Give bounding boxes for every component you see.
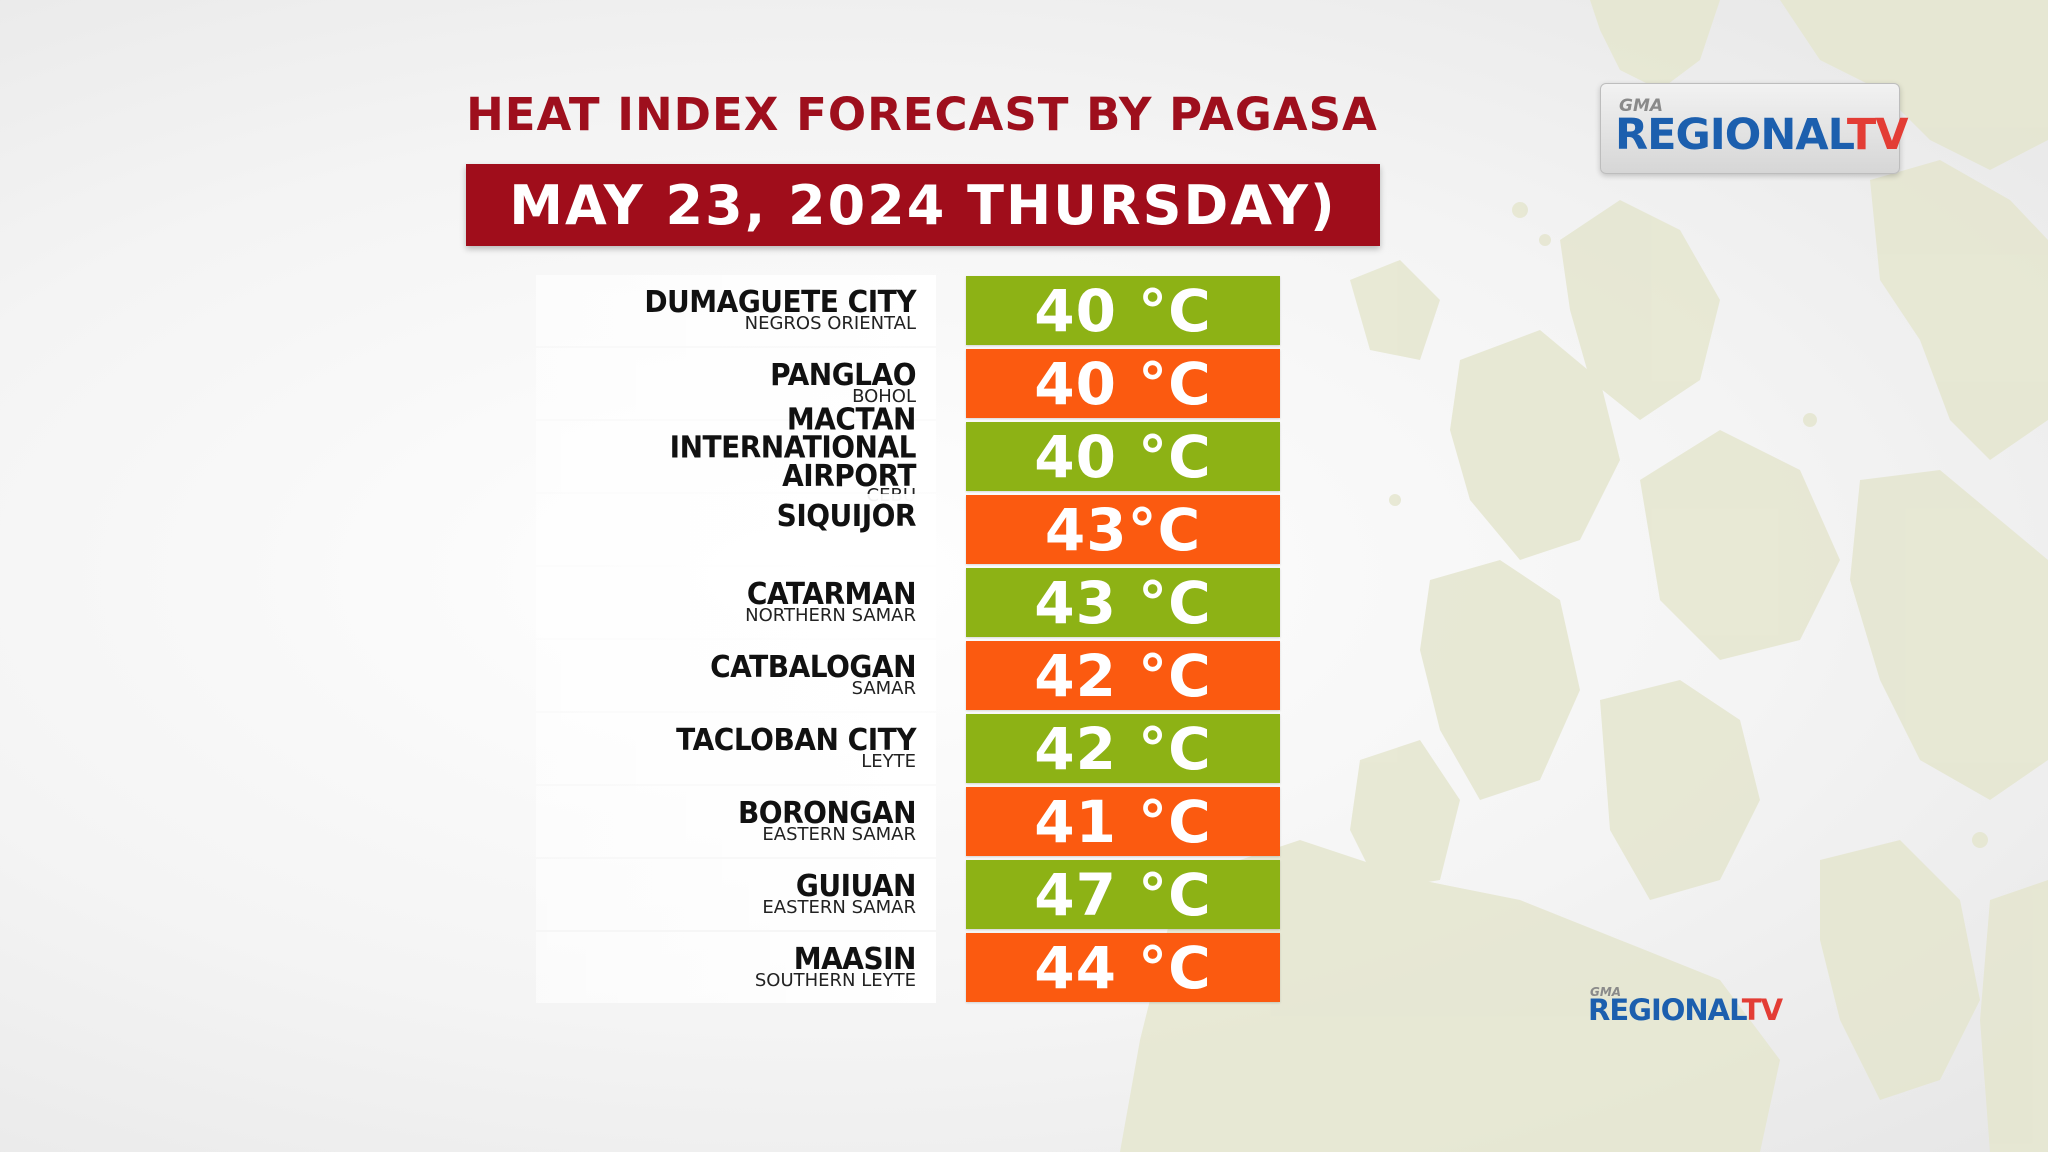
heat-index-value: 43 °C [966, 568, 1280, 637]
table-row: TACLOBAN CITY LEYTE 42 °C [536, 713, 1280, 784]
table-row: CATARMAN NORTHERN SAMAR 43 °C [536, 567, 1280, 638]
gma-regional-tv-watermark: GMA REGIONALTV [1588, 985, 1788, 1035]
brand-tv: TV [1846, 110, 1909, 160]
location-cell: CATARMAN NORTHERN SAMAR [536, 567, 936, 638]
location-name: GUIUAN [795, 867, 917, 904]
table-row: BORONGAN EASTERN SAMAR 41 °C [536, 786, 1280, 857]
province-name: SAMAR [851, 678, 916, 699]
location-cell: MAASIN SOUTHERN LEYTE [536, 932, 936, 1003]
brand-main: REGIONAL [1588, 993, 1743, 1027]
brand-main: REGIONAL [1615, 110, 1848, 160]
heat-index-value: 40 °C [966, 422, 1280, 491]
location-name: PANGLAO [770, 356, 916, 393]
location-cell: GUIUAN EASTERN SAMAR [536, 859, 936, 930]
heat-index-value: 43°C [966, 495, 1280, 564]
table-row: SIQUIJOR 43°C [536, 494, 1280, 565]
location-name: BORONGAN [737, 794, 917, 831]
location-name: TACLOBAN CITY [676, 721, 916, 758]
location-name: CATARMAN [746, 575, 917, 612]
table-row: PANGLAO BOHOL 40 °C [536, 348, 1280, 419]
brand-tv: TV [1741, 993, 1783, 1027]
table-row: CATBALOGAN SAMAR 42 °C [536, 640, 1280, 711]
location-name: DUMAGUETE CITY [644, 283, 916, 320]
province-name: BOHOL [852, 386, 916, 407]
location-cell: TACLOBAN CITY LEYTE [536, 713, 936, 784]
gma-label: GMA [1590, 985, 1622, 999]
province-name: EASTERN SAMAR [762, 824, 916, 845]
location-name: CATBALOGAN [710, 648, 916, 685]
brand-label: REGIONALTV [1588, 993, 1783, 1027]
gma-label: GMA [1619, 96, 1664, 116]
heat-index-value: 41 °C [966, 787, 1280, 856]
location-name: MAASIN [793, 940, 917, 977]
location-cell: CATBALOGAN SAMAR [536, 640, 936, 711]
table-row: MAASIN SOUTHERN LEYTE 44 °C [536, 932, 1280, 1003]
location-name: SIQUIJOR [776, 497, 917, 534]
province-name: SOUTHERN LEYTE [754, 970, 916, 991]
brand-label: REGIONALTV [1615, 110, 1909, 160]
location-cell: SIQUIJOR [536, 494, 936, 565]
heat-index-value: 47 °C [966, 860, 1280, 929]
province-name: NORTHERN SAMAR [745, 605, 916, 626]
table-row: MACTAN INTERNATIONAL AIRPORT CEBU 40 °C [536, 404, 1280, 504]
heat-index-value: 44 °C [966, 933, 1280, 1002]
date-banner: MAY 23, 2024 THURSDAY) [466, 164, 1380, 246]
table-row: GUIUAN EASTERN SAMAR 47 °C [536, 859, 1280, 930]
location-cell: DUMAGUETE CITY NEGROS ORIENTAL [536, 275, 936, 346]
province-name: EASTERN SAMAR [762, 897, 916, 918]
location-cell: BORONGAN EASTERN SAMAR [536, 786, 936, 857]
location-name: MACTAN INTERNATIONAL AIRPORT [669, 401, 917, 493]
heat-index-value: 40 °C [966, 276, 1280, 345]
heat-index-value: 42 °C [966, 714, 1280, 783]
table-row: DUMAGUETE CITY NEGROS ORIENTAL 40 °C [536, 275, 1280, 346]
page-title: HEAT INDEX FORECAST BY PAGASA [466, 88, 1378, 141]
province-name: LEYTE [861, 751, 916, 772]
location-cell: MACTAN INTERNATIONAL AIRPORT CEBU [536, 404, 936, 504]
heat-index-value: 42 °C [966, 641, 1280, 710]
heat-index-value: 40 °C [966, 349, 1280, 418]
date-label: MAY 23, 2024 THURSDAY) [509, 173, 1337, 237]
gma-regional-tv-logo: GMA REGIONALTV [1600, 83, 1909, 174]
province-name: NEGROS ORIENTAL [744, 313, 916, 334]
location-cell: PANGLAO BOHOL [536, 348, 936, 419]
